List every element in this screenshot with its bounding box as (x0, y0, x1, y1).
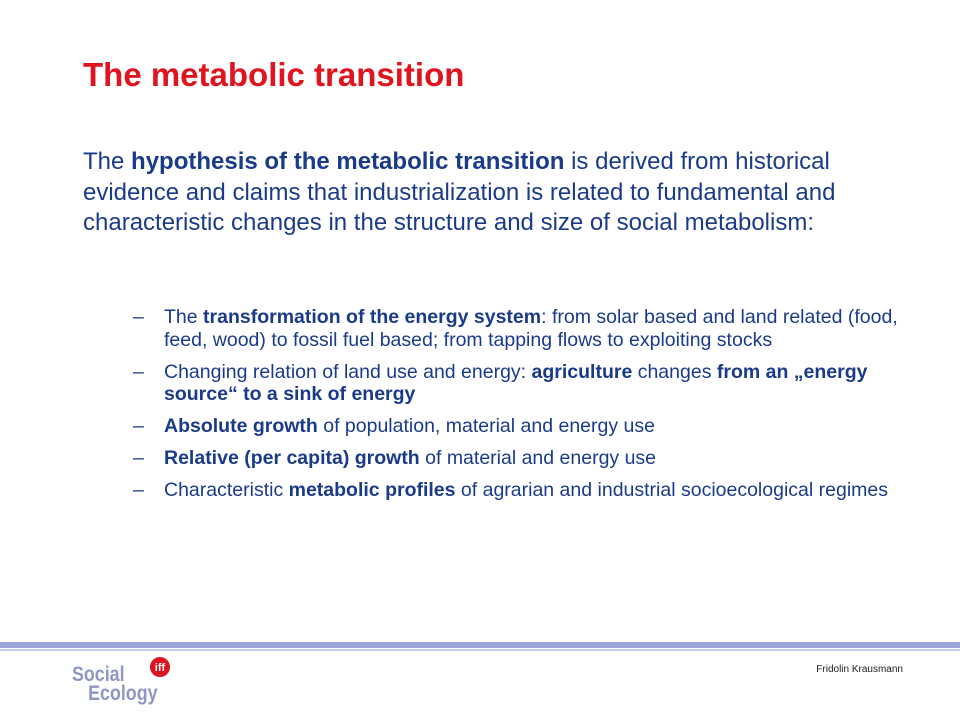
bullet-text: : from solar based and land related (foo… (164, 306, 898, 351)
bullet-item: – Absolute growth of population, material… (133, 415, 903, 438)
bullet-dash: – (133, 447, 144, 469)
logo-word-ecology: Ecology (88, 682, 158, 705)
bullet-item: – Changing relation of land use and energ… (133, 361, 903, 406)
bullet-text: of material and energy use (419, 447, 657, 469)
bullet-list: – The transformation of the energy system… (133, 306, 903, 511)
bullet-item: – Relative (per capita) growth of materia… (133, 447, 903, 470)
bullet-bold-text: metabolic profiles (288, 479, 456, 501)
bullet-text: Characteristic (164, 479, 289, 501)
slide-title: The metabolic transition (83, 56, 465, 93)
bullet-dash: – (133, 479, 144, 501)
intro-text: The (83, 148, 132, 175)
bullet-item: – Characteristic metabolic profiles of ag… (133, 479, 903, 502)
logo-badge (150, 657, 170, 677)
bullet-text: of population, material and energy use (317, 415, 655, 437)
bullet-bold-text: transformation of the energy system (203, 306, 542, 328)
social-ecology-logo: Social Ecology iff (72, 657, 170, 705)
bullet-text: Changing relation of land use and energy… (164, 360, 532, 383)
footer-divider (0, 642, 960, 648)
bullet-dash: – (133, 415, 144, 437)
bullet-bold-text: from an „energy source“ to a sink of ene… (164, 360, 868, 406)
bullet-text: changes (632, 360, 717, 383)
bullet-text: of agrarian and industrial socioecologic… (455, 479, 888, 501)
logo-word-social: Social (72, 663, 125, 687)
bullet-dash: – (133, 360, 144, 383)
bullet-bold-text: Relative (per capita) growth (164, 447, 420, 469)
footer-divider-shadow (0, 649, 960, 651)
logo-badge-text: iff (155, 662, 166, 674)
intro-bold-text: hypothesis of the metabolic transition (131, 148, 565, 175)
author-name: Fridolin Krausmann (816, 664, 903, 675)
bullet-text: The (164, 306, 204, 328)
bullet-item: – The transformation of the energy system… (133, 306, 903, 351)
intro-text: is derived from historical evidence and … (83, 148, 836, 236)
bullet-bold-text: Absolute growth (164, 415, 318, 437)
bullet-bold-text: agriculture (531, 360, 633, 383)
bullet-dash: – (133, 306, 144, 328)
intro-paragraph: The hypothesis of the metabolic transiti… (83, 147, 893, 239)
